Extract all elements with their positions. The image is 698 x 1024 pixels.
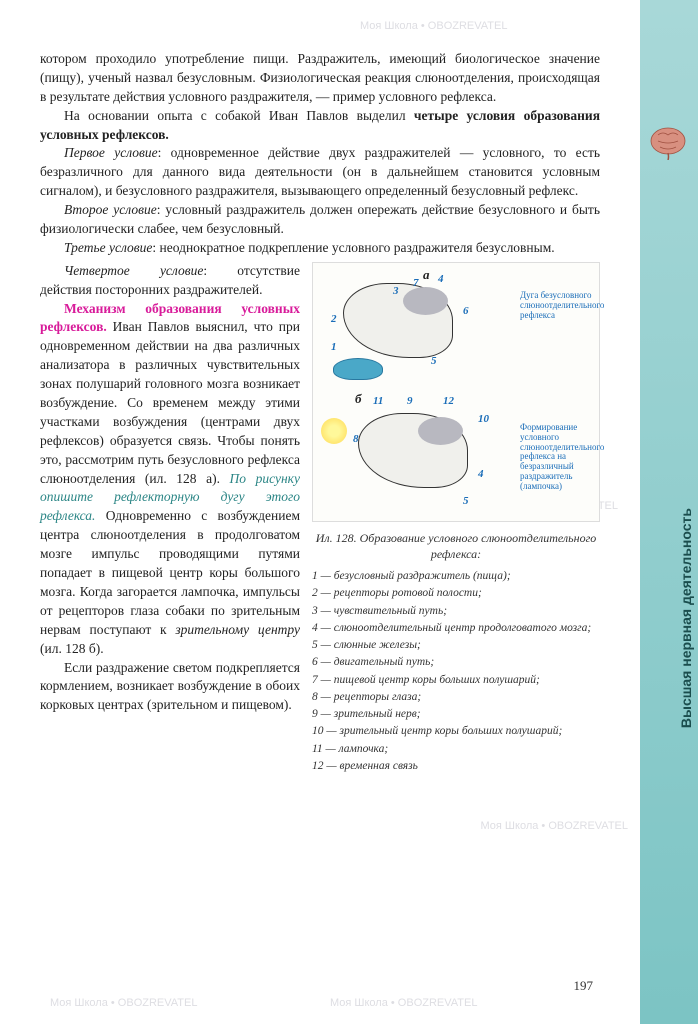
label-1: 1: [331, 341, 337, 353]
food-bowl: [333, 358, 383, 380]
legend-11: 11 — лампочка;: [312, 741, 600, 758]
label-4: 4: [438, 273, 444, 285]
right-column: а 1 2 3 4 5 6 7 Дуга безусловного слюноо…: [312, 262, 600, 775]
watermark: Моя Школа • OBOZREVATEL: [481, 820, 628, 832]
label-8: 8: [353, 433, 359, 445]
page-number: 197: [574, 978, 594, 994]
label-12: 12: [443, 395, 454, 407]
left-column: Четвертое условие: отсутствие действия п…: [40, 262, 300, 775]
label-6: 6: [463, 305, 469, 317]
cond3-label: Третье условие: [64, 240, 152, 255]
two-column-layout: Четвертое условие: отсутствие действия п…: [40, 262, 600, 775]
label-3: 3: [393, 285, 399, 297]
panel-b-letter: б: [355, 391, 362, 407]
legend-3: 3 — чувствительный путь;: [312, 603, 600, 620]
cond2-label: Второе условие: [64, 202, 157, 217]
paragraph-3: Первое условие: одновременное действие д…: [40, 144, 600, 201]
panel-a-letter: а: [423, 267, 430, 283]
legend-4: 4 — слюноотделительный центр продолговат…: [312, 620, 600, 637]
section-label: Высшая нервная деятельность: [678, 508, 694, 728]
paragraph-2: На основании опыта с собакой Иван Павлов…: [40, 107, 600, 145]
paragraph-6: Четвертое условие: отсутствие действия п…: [40, 262, 300, 300]
legend-6: 6 — двигательный путь;: [312, 654, 600, 671]
panel-a-caption: Дуга безусловного слюноотделительного ре…: [520, 291, 595, 321]
label-4b: 4: [478, 468, 484, 480]
p7-text-2: Одновременно с возбуждением центра слюно…: [40, 508, 300, 636]
legend-12: 12 — временная связь: [312, 758, 600, 775]
textbook-page: Высшая нервная деятельность Моя Школа • …: [0, 0, 698, 1024]
legend-1: 1 — безусловный раздражитель (пища);: [312, 568, 600, 585]
legend-10: 10 — зрительный центр коры больших полуш…: [312, 723, 600, 740]
lightbulb-icon: [321, 418, 347, 444]
p7-text-1: Иван Павлов выяснил, что при одновременн…: [40, 319, 300, 485]
figure-caption-title: Ил. 128. Образование условного слюноотде…: [312, 530, 600, 562]
paragraph-4: Второе условие: условный раздражитель до…: [40, 201, 600, 239]
legend-2: 2 — рецепторы ротовой полости;: [312, 585, 600, 602]
brain-a: [403, 287, 448, 315]
visual-center: зрительному центру: [175, 622, 300, 637]
paragraph-1: котором проходило употребление пищи. Раз…: [40, 50, 600, 107]
label-7: 7: [413, 277, 419, 289]
label-9: 9: [407, 395, 413, 407]
legend-8: 8 — рецепторы глаза;: [312, 689, 600, 706]
label-5: 5: [431, 355, 437, 367]
p7-text-3: (ил. 128 б).: [40, 641, 104, 656]
legend-5: 5 — слюнные железы;: [312, 637, 600, 654]
watermark: Моя Школа • OBOZREVATEL: [360, 20, 507, 32]
cond1-label: Первое условие: [64, 145, 158, 160]
p2-text: На основании опыта с собакой Иван Павлов…: [64, 108, 414, 123]
label-10: 10: [478, 413, 489, 425]
cond4-label: Четвертое условие: [64, 263, 203, 278]
label-11: 11: [373, 395, 383, 407]
figure-128: а 1 2 3 4 5 6 7 Дуга безусловного слюноо…: [312, 262, 600, 522]
brain-b: [418, 417, 463, 445]
figure-legend: 1 — безусловный раздражитель (пища); 2 —…: [312, 568, 600, 775]
cond3-text: : неоднократное подкрепление условного р…: [152, 240, 554, 255]
label-2: 2: [331, 313, 337, 325]
legend-7: 7 — пищевой центр коры больших полушарий…: [312, 672, 600, 689]
paragraph-8: Если раздражение светом подкрепляется ко…: [40, 659, 300, 716]
panel-b-caption: Формирование условного слюноотделительно…: [520, 423, 595, 492]
paragraph-7: Механизм образования условных рефлексов.…: [40, 300, 300, 659]
brain-icon: [648, 125, 688, 160]
label-5b: 5: [463, 495, 469, 507]
legend-9: 9 — зрительный нерв;: [312, 706, 600, 723]
watermark: Моя Школа • OBOZREVATEL: [50, 997, 197, 1009]
paragraph-5: Третье условие: неоднократное подкреплен…: [40, 239, 600, 258]
watermark: Моя Школа • OBOZREVATEL: [330, 997, 477, 1009]
